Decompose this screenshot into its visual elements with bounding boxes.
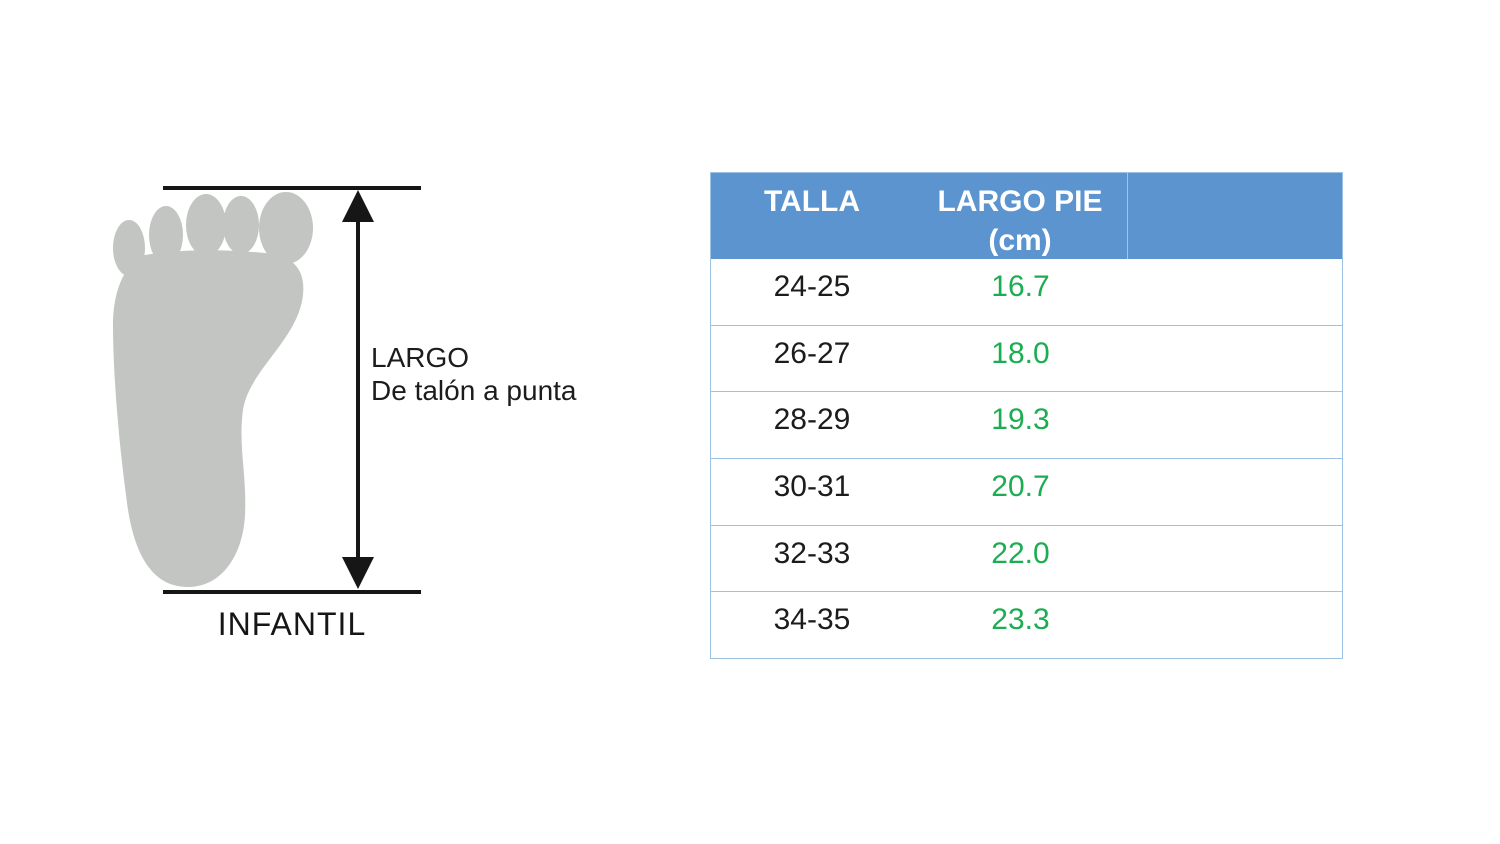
col-header-talla: TALLA: [763, 185, 861, 218]
empty-cell: [1128, 354, 1342, 364]
largo-cell: 19.3: [991, 403, 1050, 437]
measure-label-line2: De talón a punta: [371, 375, 577, 406]
empty-cell: [1128, 554, 1342, 564]
table-body: 24-25 16.7 26-27 18.0 28-29 19.3 30-31 2…: [711, 259, 1342, 659]
talla-cell: 26-27: [773, 336, 851, 370]
largo-cell: 22.0: [991, 536, 1050, 570]
table-row: 24-25 16.7: [711, 259, 1342, 325]
col-header-largo-line2: (cm): [988, 224, 1052, 257]
size-table: TALLA LARGO PIE (cm) 24-25 16.7 26-27 18…: [710, 172, 1343, 659]
foot-measurement-diagram: [113, 186, 421, 594]
table-row: 34-35 23.3: [711, 591, 1342, 659]
talla-cell: 34-35: [773, 603, 851, 637]
talla-cell: 30-31: [773, 469, 851, 503]
table-row: 32-33 22.0: [711, 524, 1342, 592]
measure-label: LARGO De talón a punta: [371, 341, 577, 407]
largo-cell: 20.7: [991, 469, 1050, 503]
table-row: 26-27 18.0: [711, 324, 1342, 392]
largo-cell: 16.7: [991, 269, 1050, 303]
diagram-caption: INFANTIL: [217, 606, 367, 642]
empty-cell: [1128, 487, 1342, 497]
col-header-largo-line1: LARGO PIE: [937, 185, 1103, 218]
table-row: 30-31 20.7: [711, 458, 1342, 525]
empty-cell: [1128, 420, 1342, 430]
length-measure-arrow: [342, 190, 374, 589]
empty-cell: [1128, 620, 1342, 630]
footprint-icon: [113, 192, 313, 587]
largo-cell: 23.3: [991, 603, 1050, 637]
talla-cell: 24-25: [773, 269, 851, 303]
measure-label-line1: LARGO: [371, 342, 470, 373]
table-header-row: TALLA LARGO PIE (cm): [711, 173, 1342, 259]
talla-cell: 32-33: [773, 536, 851, 570]
col-header-largo-pie: LARGO PIE (cm): [913, 173, 1128, 259]
talla-cell: 28-29: [773, 403, 851, 437]
col-header-empty: [1128, 173, 1342, 259]
table-row: 28-29 19.3: [711, 391, 1342, 459]
empty-cell: [1128, 287, 1342, 297]
largo-cell: 18.0: [991, 336, 1050, 370]
